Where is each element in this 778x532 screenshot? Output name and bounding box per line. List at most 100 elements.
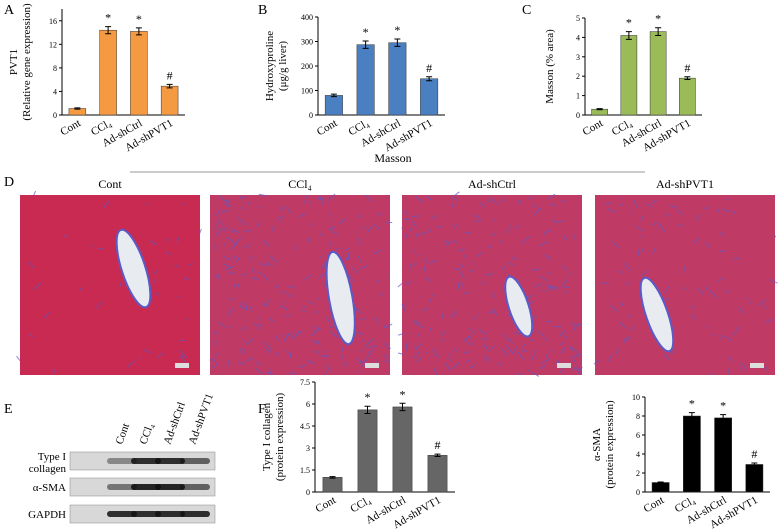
y-tick-label: 4 [53, 87, 57, 96]
y-axis-label: (protein expression) [274, 393, 286, 482]
panel-label: F [258, 402, 266, 417]
panel-label: D [4, 175, 14, 190]
image-caption: Cont [98, 177, 122, 191]
y-tick-label: 16 [49, 17, 57, 26]
panel-label: A [4, 3, 15, 18]
band [155, 484, 185, 490]
bar [322, 477, 343, 493]
error-bar [394, 38, 401, 47]
bar [357, 409, 378, 493]
error-bar [105, 26, 112, 35]
y-tick-label: 0 [636, 488, 640, 497]
scale-bar [557, 363, 571, 368]
bar [130, 31, 148, 116]
error-bar [330, 93, 337, 98]
band [180, 511, 210, 517]
significance-mark: # [426, 61, 432, 75]
error-bar [655, 27, 662, 36]
y-tick-label: 2 [636, 469, 640, 478]
y-axis-label: Hydroxyproline [264, 31, 276, 101]
x-tick-label: Cont [315, 117, 340, 138]
histology-image [20, 195, 200, 375]
band [131, 458, 161, 464]
error-bar [364, 405, 371, 415]
band [180, 484, 210, 490]
band [180, 458, 210, 464]
y-tick-label: 0 [309, 111, 313, 120]
significance-mark: * [365, 390, 371, 404]
band [107, 511, 137, 517]
y-axis-label: (Relative gene expression) [21, 3, 33, 121]
bar [99, 29, 117, 116]
error-bar [434, 453, 441, 458]
band [107, 458, 137, 464]
y-tick-label: 10 [632, 393, 640, 402]
x-tick-label: Cont [581, 117, 606, 138]
significance-mark: * [689, 397, 695, 411]
y-axis-label: (μg/g liver) [277, 41, 289, 92]
y-axis-label: α-SMA [591, 428, 603, 461]
significance-mark: * [105, 11, 111, 25]
y-tick-label: 6 [306, 400, 310, 409]
x-tick-label: Cont [313, 494, 338, 515]
significance-mark: # [167, 68, 173, 82]
significance-mark: * [394, 23, 400, 37]
image-caption: Ad-shCtrl [468, 177, 517, 191]
bar [745, 464, 764, 493]
histology-image [402, 195, 582, 375]
error-bar [688, 412, 695, 420]
bar [649, 31, 667, 116]
bar [683, 415, 701, 493]
vessel [325, 250, 356, 346]
error-bar [596, 108, 603, 111]
bar [392, 406, 413, 493]
y-tick-label: 400 [301, 13, 313, 22]
significance-mark: * [626, 16, 632, 30]
band [131, 484, 161, 490]
error-bar [751, 462, 758, 467]
row-label: Type I [38, 451, 67, 463]
bar [356, 44, 375, 116]
bar [388, 42, 407, 116]
significance-mark: * [720, 399, 726, 413]
y-axis-label: (protein expression) [604, 400, 616, 489]
panel-label: C [522, 3, 531, 18]
y-tick-label: 12 [49, 40, 57, 49]
y-tick-label: 3 [306, 444, 310, 453]
row-label: α-SMA [33, 482, 66, 494]
y-tick-label: 4 [576, 33, 580, 42]
bar [427, 455, 448, 493]
y-tick-label: 8 [636, 412, 640, 421]
error-bar [625, 31, 632, 40]
error-bar [135, 27, 142, 36]
histology-image [595, 195, 775, 375]
error-bar [329, 476, 336, 479]
y-tick-label: 1 [576, 92, 580, 101]
y-tick-label: 7.5 [300, 378, 310, 387]
significance-mark: # [751, 447, 757, 461]
scale-bar [175, 363, 189, 368]
error-bar [74, 107, 81, 110]
y-tick-label: 5 [576, 14, 580, 23]
vessel [115, 228, 152, 309]
bar [160, 85, 179, 116]
x-tick-label: Cont [642, 494, 667, 515]
significance-mark: * [400, 387, 406, 401]
y-tick-label: 1.5 [300, 466, 310, 475]
histology-image [210, 195, 390, 375]
y-axis-label: Type I collagen [261, 402, 273, 471]
y-tick-label: 4 [636, 450, 640, 459]
band [107, 484, 137, 490]
significance-mark: # [435, 438, 441, 452]
band [155, 511, 185, 517]
bar [651, 482, 670, 493]
y-tick-label: 0 [53, 111, 57, 120]
bar [714, 417, 732, 493]
vessel [639, 276, 675, 353]
row-label: collagen [29, 463, 67, 475]
y-tick-label: 100 [301, 87, 313, 96]
error-bar [399, 402, 406, 412]
image-caption: CCl₄ [288, 177, 312, 191]
y-tick-label: 3 [576, 53, 580, 62]
bar [679, 77, 696, 116]
